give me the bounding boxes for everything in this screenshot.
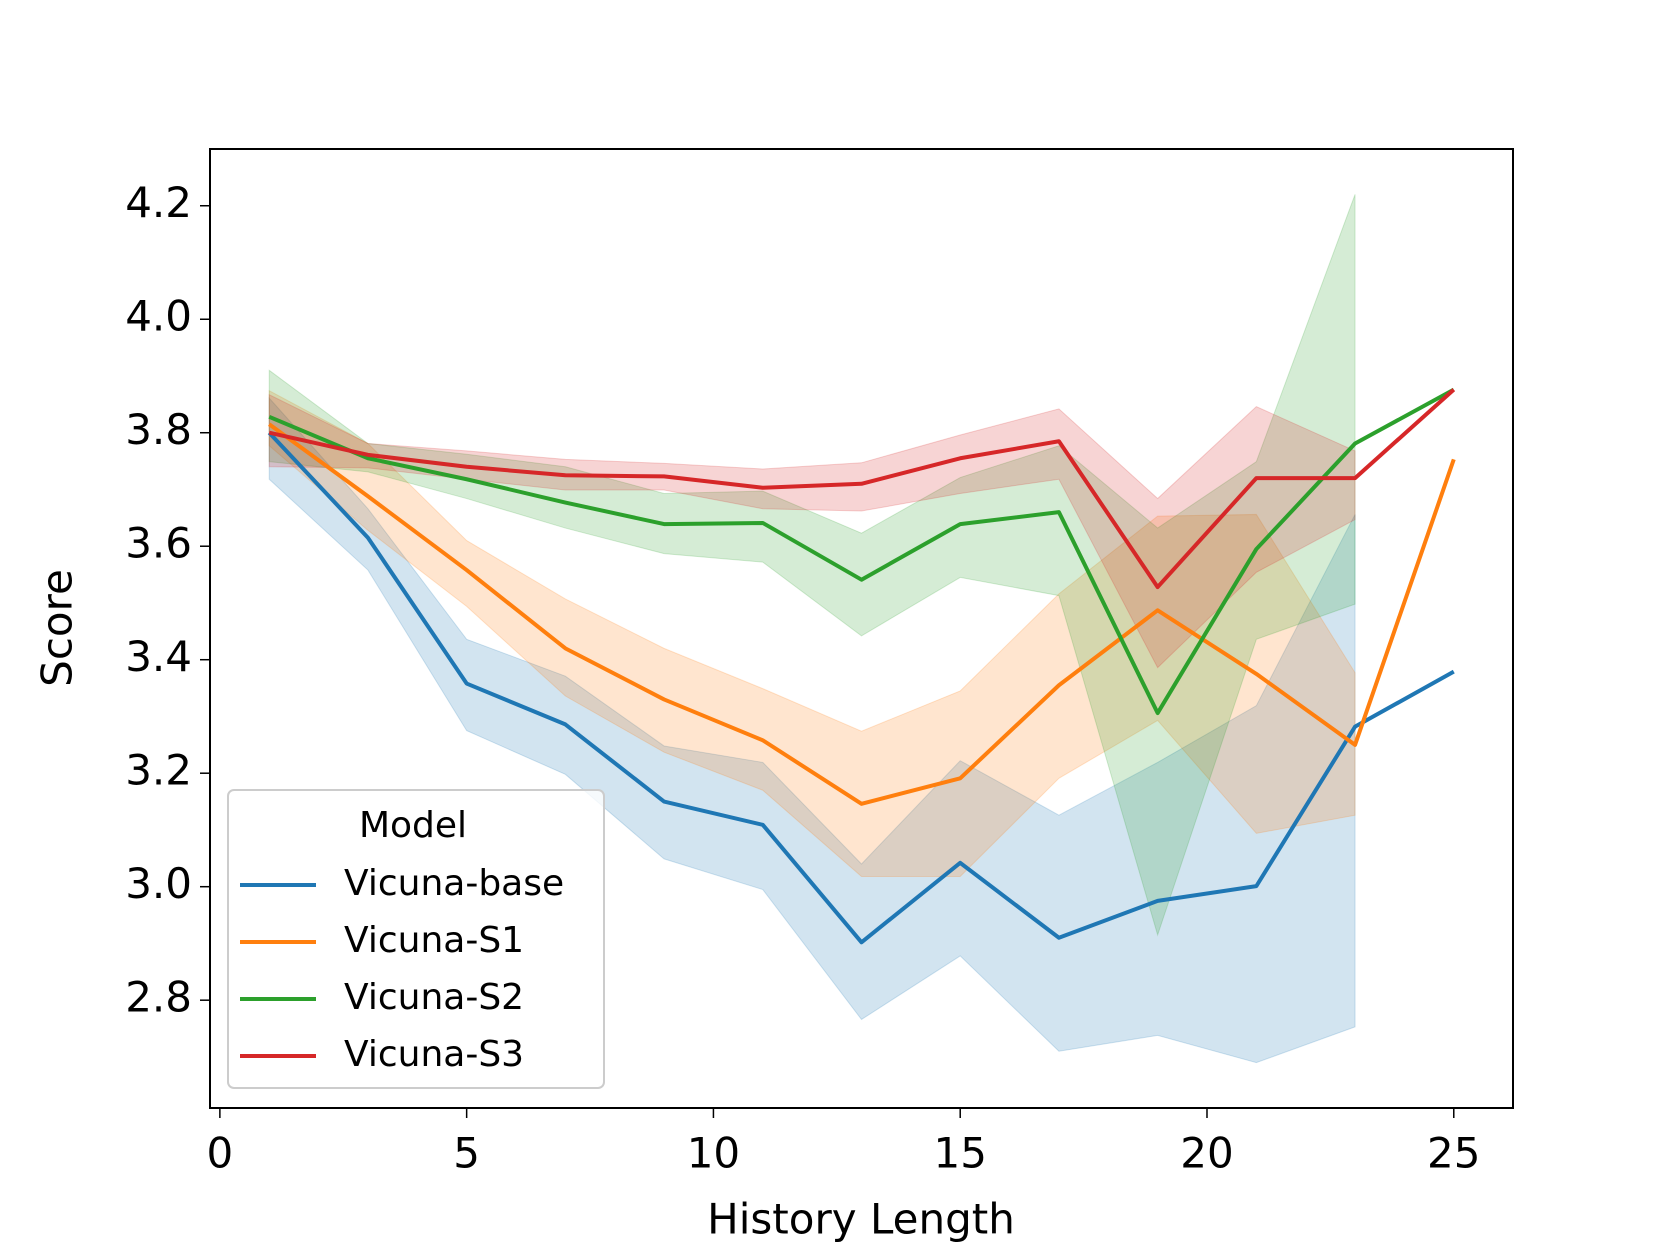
y-tick-label: 3.4: [125, 632, 192, 681]
x-tick-label: 20: [1180, 1129, 1233, 1178]
y-tick-label: 3.2: [125, 746, 192, 795]
y-tick-label: 4.0: [125, 292, 192, 341]
y-axis-label: Score: [33, 569, 82, 687]
y-tick-label: 2.8: [125, 973, 192, 1022]
confidence-band: [268, 393, 1356, 669]
legend: Model Vicuna-base Vicuna-S1 Vicuna-S2 Vicuna…: [227, 789, 605, 1089]
confidence-band: [268, 396, 1356, 1064]
x-tick-label: 0: [207, 1129, 234, 1178]
series-line: [267, 431, 1455, 945]
x-tick-label: 10: [687, 1129, 740, 1178]
y-tick-label: 3.6: [125, 519, 192, 568]
legend-label: Vicuna-S3: [344, 1034, 524, 1075]
series-line: [268, 388, 1456, 590]
legend-label: Vicuna-S1: [344, 920, 524, 961]
x-axis-label: History Length: [707, 1195, 1015, 1244]
legend-box: [227, 789, 605, 1089]
plot-frame: [209, 148, 1514, 1109]
y-tick-label: 3.8: [125, 405, 192, 454]
legend-title: Model: [359, 805, 467, 846]
y-tick-label: 4.2: [125, 178, 192, 227]
legend-label: Vicuna-base: [344, 863, 564, 904]
x-tick-label: 15: [933, 1129, 986, 1178]
series-line: [268, 422, 1456, 806]
y-tick-label: 3.0: [125, 859, 192, 908]
series-line: [268, 387, 1455, 716]
x-tick-label: 5: [453, 1129, 480, 1178]
confidence-band: [268, 389, 1356, 877]
confidence-band: [268, 194, 1356, 937]
x-tick-label: 25: [1427, 1129, 1480, 1178]
legend-label: Vicuna-S2: [344, 977, 524, 1018]
